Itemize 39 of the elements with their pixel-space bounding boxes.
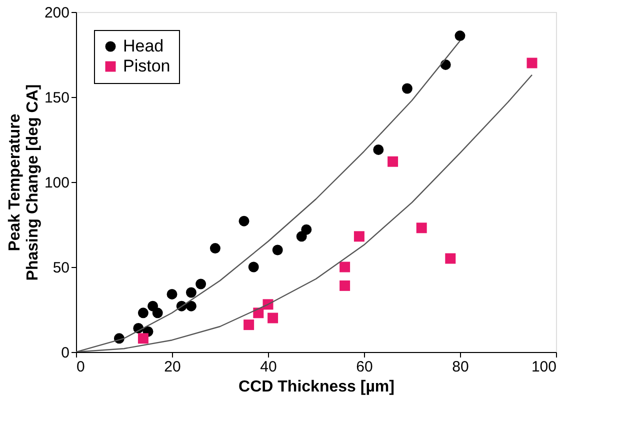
point xyxy=(454,30,466,42)
point xyxy=(445,253,456,264)
point xyxy=(186,287,196,298)
point xyxy=(340,262,350,272)
y-tick-label: 150 xyxy=(44,90,70,106)
legend-label: Head xyxy=(123,36,164,56)
point xyxy=(152,308,163,318)
point xyxy=(166,288,178,300)
point xyxy=(138,333,148,344)
point xyxy=(210,243,220,254)
y-tick-label: 0 xyxy=(61,344,70,362)
y-tick-label: 50 xyxy=(52,260,70,276)
point xyxy=(373,144,384,155)
point xyxy=(388,156,398,167)
point xyxy=(340,280,350,291)
x-tick-label: 80 xyxy=(452,358,469,376)
x-tick-label: 100 xyxy=(531,358,556,376)
y-axis-title: Peak Temperature Phasing Change [deg CA] xyxy=(6,84,42,281)
point xyxy=(416,222,427,234)
point xyxy=(526,58,538,68)
x-tick-label: 20 xyxy=(164,358,181,376)
point xyxy=(138,308,148,318)
x-axis-title: CCD Thickness [µm] xyxy=(238,378,394,396)
point xyxy=(196,278,206,290)
point xyxy=(248,262,259,272)
point xyxy=(186,300,196,312)
x-tick-label: 60 xyxy=(356,358,373,376)
point xyxy=(238,216,250,226)
point xyxy=(301,224,312,235)
y-tick-label: 200 xyxy=(44,4,70,22)
point xyxy=(268,312,278,324)
legend-label: Piston xyxy=(123,56,170,76)
point xyxy=(354,231,364,242)
point xyxy=(244,320,254,330)
x-tick-label: 40 xyxy=(260,358,277,376)
point xyxy=(272,244,283,256)
point xyxy=(402,83,412,94)
y-tick-label: 100 xyxy=(44,174,70,192)
x-tick-label: 0 xyxy=(76,358,85,376)
